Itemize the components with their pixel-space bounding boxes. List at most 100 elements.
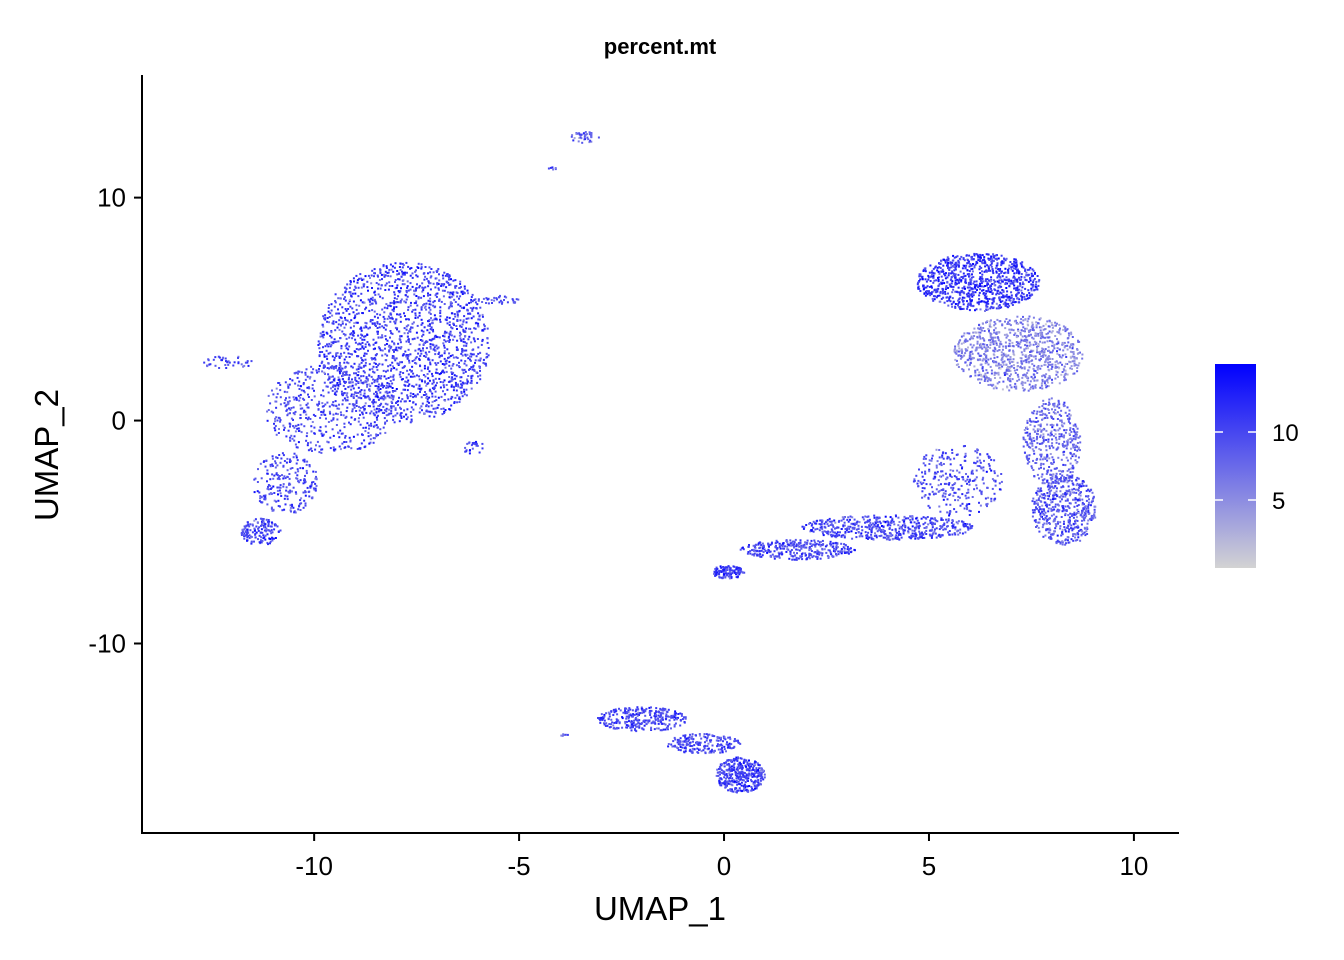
cell-point: [1005, 279, 1007, 282]
cell-point: [465, 342, 468, 345]
cell-point: [415, 300, 418, 303]
cell-point: [515, 298, 518, 301]
cell-point: [919, 278, 922, 281]
cell-point: [1075, 444, 1078, 447]
cell-point: [334, 300, 337, 302]
cell-point: [982, 369, 985, 372]
cell-point: [1036, 366, 1039, 369]
cell-point: [386, 392, 389, 395]
cell-point: [246, 539, 248, 542]
cell-point: [358, 363, 361, 366]
cell-point: [462, 338, 465, 341]
cell-point: [372, 412, 375, 415]
cell-point: [450, 404, 453, 407]
cell-point: [971, 295, 974, 298]
cell-point: [1019, 333, 1022, 336]
cell-point: [459, 333, 462, 336]
cell-point: [454, 285, 457, 288]
cell-point: [389, 347, 392, 350]
cell-point: [1030, 287, 1033, 290]
cell-point: [1012, 299, 1015, 302]
cell-point: [977, 255, 980, 258]
cell-point: [371, 269, 374, 272]
cell-point: [991, 259, 994, 262]
cell-point: [385, 410, 388, 413]
cell-point: [275, 473, 278, 476]
cell-point: [232, 364, 235, 367]
cell-point: [257, 468, 259, 471]
cell-point: [289, 489, 292, 492]
cell-point: [1037, 424, 1040, 427]
cell-point: [448, 376, 451, 378]
cell-point: [1062, 405, 1065, 408]
cell-point: [416, 283, 418, 286]
cell-point: [340, 345, 343, 347]
cell-point: [471, 300, 474, 303]
cell-point: [1000, 292, 1003, 295]
cell-point: [552, 168, 555, 171]
cell-point: [1069, 441, 1072, 444]
cell-point: [1064, 444, 1067, 447]
cell-point: [442, 407, 445, 410]
cell-point: [1004, 271, 1007, 274]
cell-point: [1039, 425, 1042, 428]
cell-point: [438, 273, 440, 276]
cell-point: [1065, 356, 1068, 358]
cell-point: [944, 293, 947, 295]
cell-point: [362, 426, 365, 429]
cell-point: [334, 388, 337, 391]
cell-point: [259, 531, 262, 534]
cell-point: [429, 363, 432, 366]
cell-point: [445, 370, 448, 373]
cell-point: [958, 262, 961, 265]
cell-point: [462, 330, 465, 333]
cell-point: [322, 409, 325, 412]
cell-point: [997, 307, 1000, 310]
cell-point: [1077, 352, 1080, 355]
cell-point: [455, 348, 458, 351]
cell-point: [227, 363, 230, 366]
cell-point: [454, 315, 457, 318]
cell-point: [1022, 339, 1025, 342]
cell-point: [961, 308, 964, 310]
cell-point: [979, 363, 982, 366]
cell-point: [352, 403, 355, 406]
cell-point: [448, 364, 451, 367]
cell-point: [1023, 367, 1026, 370]
cell-point: [364, 343, 367, 346]
cell-point: [452, 279, 455, 282]
cell-point: [432, 282, 435, 285]
cell-point: [460, 383, 463, 386]
cell-point: [297, 470, 300, 473]
cell-point: [418, 378, 421, 381]
cell-point: [381, 397, 383, 400]
cell-point: [1059, 473, 1062, 475]
cell-point: [373, 357, 376, 360]
cell-point: [334, 400, 337, 403]
cell-point: [297, 441, 300, 444]
cell-point: [995, 264, 998, 267]
cell-point: [1020, 278, 1023, 281]
cell-point: [348, 300, 351, 303]
cell-point: [304, 494, 307, 497]
cell-point: [274, 429, 277, 432]
cell-point: [957, 304, 959, 307]
cell-point: [420, 318, 423, 321]
cell-point: [376, 395, 379, 398]
cell-point: [325, 355, 328, 358]
cell-point: [1033, 439, 1036, 442]
cell-point: [466, 309, 469, 312]
cell-point: [477, 298, 480, 301]
cell-point: [464, 446, 467, 449]
cell-point: [427, 410, 430, 413]
cell-point: [214, 364, 217, 367]
cell-point: [386, 369, 389, 372]
cell-point: [1072, 443, 1075, 446]
cell-point: [389, 317, 392, 320]
cell-point: [283, 390, 286, 393]
cell-point: [989, 264, 992, 267]
cell-point: [405, 376, 408, 379]
cell-point: [1068, 432, 1071, 435]
cell-point: [283, 402, 286, 405]
cell-point: [303, 409, 306, 412]
